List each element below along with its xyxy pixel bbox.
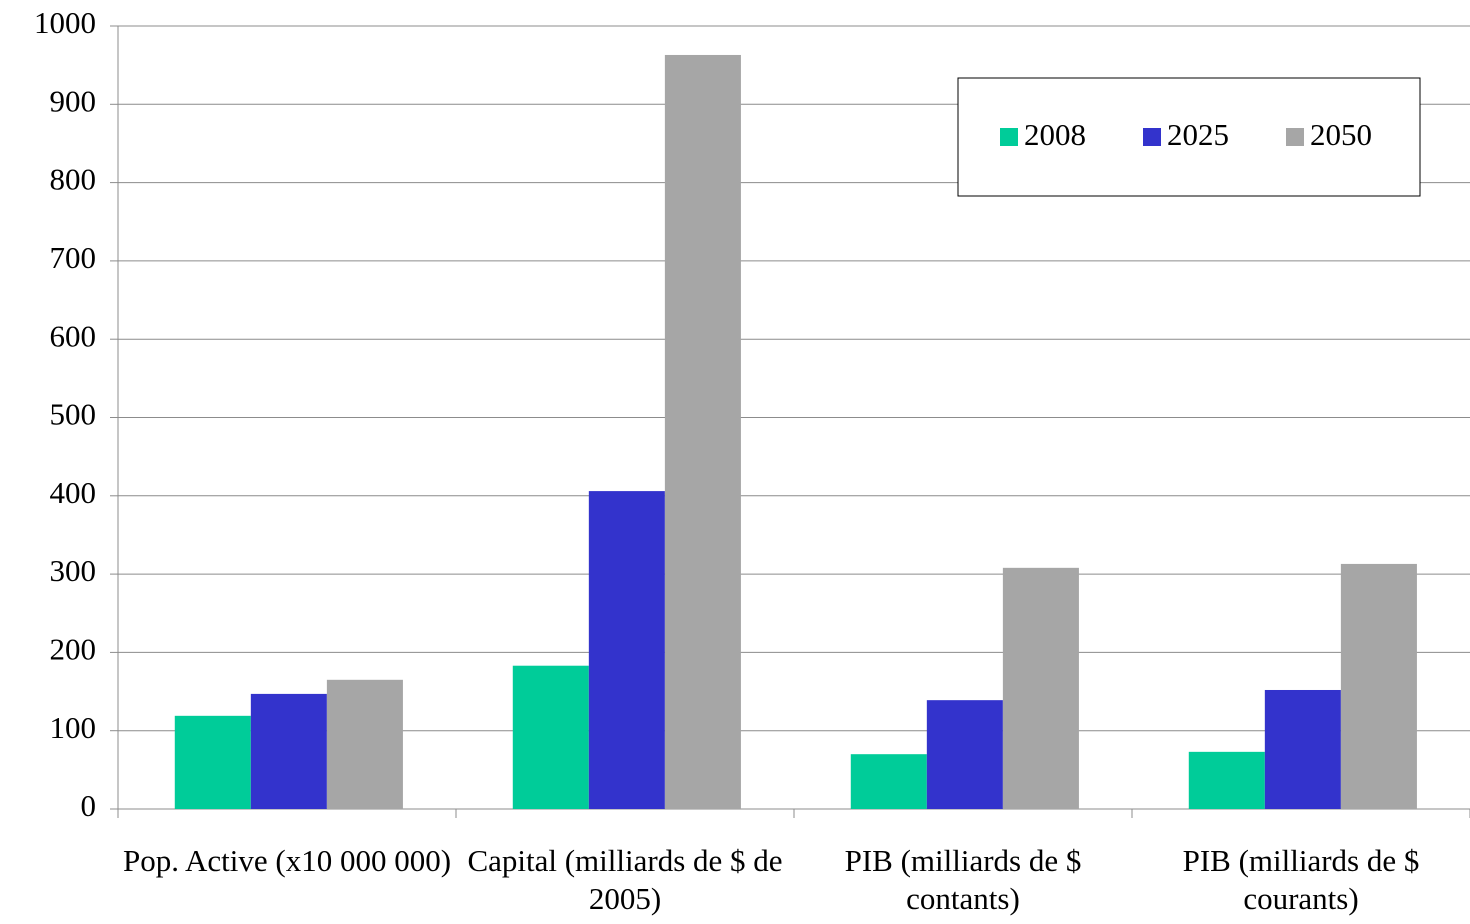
legend-label: 2050 xyxy=(1310,117,1372,152)
y-tick-label: 900 xyxy=(50,83,97,118)
legend-swatch xyxy=(1286,128,1304,146)
x-tick-label: Capital (milliards de $ de 2005) xyxy=(467,843,783,916)
bar xyxy=(250,693,327,809)
x-tick-label: PIB (milliards de $ courants) xyxy=(1182,843,1420,916)
y-tick-label: 200 xyxy=(50,632,97,667)
bar xyxy=(1002,567,1079,809)
legend-swatch xyxy=(1143,128,1161,146)
bar xyxy=(1188,751,1265,809)
legend-label: 2008 xyxy=(1024,117,1086,152)
x-tick-label: Pop. Active (x10 000 000) xyxy=(122,843,452,878)
y-tick-label: 400 xyxy=(50,475,97,510)
bar xyxy=(1340,563,1417,809)
bar xyxy=(174,715,251,809)
x-tick-label: PIB (milliards de $ contants) xyxy=(844,843,1082,916)
bar xyxy=(1264,689,1341,809)
bar xyxy=(850,754,927,809)
legend-label: 2025 xyxy=(1167,117,1229,152)
bar xyxy=(664,54,741,809)
legend-box xyxy=(957,77,1421,197)
bar xyxy=(512,665,589,809)
y-tick-label: 800 xyxy=(50,162,97,197)
bar xyxy=(588,491,665,809)
bar xyxy=(326,679,403,809)
bar xyxy=(926,700,1003,809)
y-tick-label: 500 xyxy=(50,397,97,432)
y-tick-label: 0 xyxy=(81,788,97,823)
y-tick-label: 700 xyxy=(50,240,97,275)
y-tick-label: 300 xyxy=(50,553,97,588)
legend-swatch xyxy=(1000,128,1018,146)
y-tick-label: 600 xyxy=(50,318,97,353)
y-tick-label: 100 xyxy=(50,710,97,745)
y-tick-label: 1000 xyxy=(34,5,96,40)
